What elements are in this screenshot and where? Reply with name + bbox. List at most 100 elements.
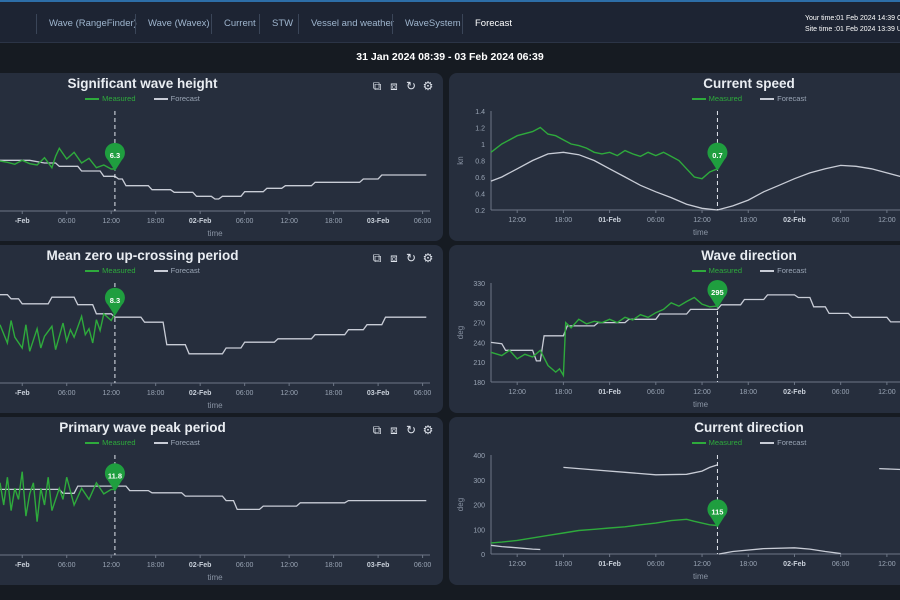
panel-wave-direction: 180 210 240 270 300 330 deg 12:00 18:00 01-Feb 06:… — [449, 245, 900, 413]
settings-icon[interactable]: ⚙ — [422, 79, 434, 93]
legend-measured[interactable]: Measured — [691, 438, 743, 447]
x-tick-label: 18:00 — [555, 217, 573, 224]
x-axis-label: time — [207, 573, 223, 582]
legend-forecast[interactable]: Forecast — [153, 266, 200, 275]
zoom-icon[interactable]: ⧉ — [372, 79, 382, 93]
x-tick-label: 12:00 — [878, 561, 896, 568]
forecast-series-line — [0, 159, 427, 200]
x-tick-label: 12:00 — [102, 218, 120, 225]
legend-measured-label: Measured — [102, 94, 136, 103]
legend-measured[interactable]: Measured — [85, 438, 136, 447]
zoom-icon[interactable]: ⧉ — [372, 251, 382, 265]
x-tick-label: 06:00 — [647, 217, 665, 224]
x-tick-label: 06:00 — [58, 390, 76, 397]
zoom-reset-icon[interactable]: ⧈ — [390, 251, 398, 265]
legend-measured-label: Measured — [708, 266, 743, 275]
legend-measured[interactable]: Measured — [691, 94, 742, 103]
legend-forecast-label: Forecast — [170, 94, 200, 103]
legend-measured-label: Measured — [102, 438, 136, 447]
refresh-icon[interactable]: ↻ — [405, 423, 417, 437]
legend-forecast[interactable]: Forecast — [760, 94, 806, 103]
latest-value-marker — [707, 499, 728, 528]
refresh-icon[interactable]: ↻ — [405, 251, 417, 265]
tab-wave-rangefinder[interactable]: Wave (RangeFinder) — [36, 14, 137, 34]
chart-legend: Measured Forecast — [0, 94, 295, 103]
latest-value-marker — [707, 142, 728, 171]
settings-icon[interactable]: ⚙ — [422, 251, 434, 265]
y-tick-label: 0.6 — [475, 175, 485, 182]
measured-series-line — [0, 471, 115, 522]
x-tick-label: 06:00 — [58, 562, 76, 569]
legend-measured-label: Measured — [708, 438, 743, 447]
legend-measured[interactable]: Measured — [85, 94, 136, 103]
x-tick-label: 18:00 — [325, 562, 343, 569]
zoom-reset-icon[interactable]: ⧈ — [390, 423, 398, 437]
x-axis-label: time — [693, 572, 709, 581]
x-tick-label: 18:00 — [739, 217, 757, 224]
x-tick-label: 06:00 — [647, 561, 665, 568]
x-tick-label: 18:00 — [555, 561, 573, 568]
y-tick-label: 100 — [473, 527, 485, 534]
chart-toolbox: ⧉ ⧈ ↻ ⚙ — [370, 251, 435, 265]
x-tick-label: 02-Feb — [783, 561, 806, 568]
x-tick-label: 12:00 — [280, 562, 298, 569]
x-tick-label: 01-Feb — [598, 217, 621, 224]
x-axis-label: time — [207, 229, 223, 238]
legend-measured[interactable]: Measured — [85, 266, 136, 275]
x-tick-label: 06:00 — [236, 390, 254, 397]
x-tick-label: 03-Feb — [367, 218, 390, 225]
latest-value-marker — [104, 463, 125, 492]
chart-legend: Measured Forecast — [0, 438, 295, 447]
legend-forecast[interactable]: Forecast — [153, 438, 200, 447]
x-tick-label: 18:00 — [555, 389, 573, 396]
tab-vessel-and-weather[interactable]: Vessel and weather — [298, 14, 394, 34]
latest-value-label: 0.7 — [712, 151, 722, 160]
chart-primary-wave-peak-period: -Feb 06:00 12:00 18:00 02-Feb 06:00 12:00 18:00… — [0, 455, 431, 582]
tab-current[interactable]: Current — [211, 14, 256, 34]
y-tick-label: 400 — [473, 453, 485, 460]
x-tick-label: 02-Feb — [189, 562, 212, 569]
legend-forecast[interactable]: Forecast — [760, 438, 806, 447]
zoom-reset-icon[interactable]: ⧈ — [390, 79, 398, 93]
measured-series-line — [490, 296, 718, 378]
x-tick-label: 03-Feb — [367, 562, 390, 569]
x-tick-label: 03-Feb — [367, 390, 390, 397]
tab-forecast[interactable]: Forecast — [462, 14, 512, 34]
measured-series-line — [490, 518, 718, 544]
y-axis-label: deg — [456, 326, 465, 339]
x-tick-label: -Feb — [15, 218, 30, 225]
legend-forecast-label: Forecast — [777, 438, 807, 447]
y-tick-label: 240 — [473, 340, 485, 347]
measured-series-line — [490, 126, 718, 180]
chart-title: Primary wave peak period — [59, 420, 226, 435]
latest-value-marker — [104, 287, 125, 316]
x-tick-label: 12:00 — [508, 561, 526, 568]
chart-title: Current direction — [694, 420, 804, 435]
legend-forecast-label: Forecast — [777, 266, 807, 275]
panel-primary-wave-peak-period: -Feb 06:00 12:00 18:00 02-Feb 06:00 12:00 18:00… — [0, 417, 443, 585]
chart-title: Wave direction — [701, 248, 797, 263]
x-tick-label: 12:00 — [693, 217, 711, 224]
zoom-icon[interactable]: ⧉ — [372, 423, 382, 437]
settings-icon[interactable]: ⚙ — [422, 423, 434, 437]
forecast-series-line — [490, 464, 900, 555]
y-tick-label: 0.8 — [475, 159, 485, 166]
tab-wavesystem[interactable]: WaveSystem — [392, 14, 461, 34]
your-time: Your time:01 Feb 2024 14:39 C — [805, 15, 900, 22]
x-tick-label: 12:00 — [878, 217, 896, 224]
chart-mean-zero-up-crossing-period: -Feb 06:00 12:00 18:00 02-Feb 06:00 12:00 18:00… — [0, 283, 431, 410]
tab-stw[interactable]: STW — [259, 14, 293, 34]
legend-forecast[interactable]: Forecast — [760, 266, 806, 275]
y-tick-label: 270 — [473, 321, 485, 328]
legend-forecast[interactable]: Forecast — [153, 94, 200, 103]
latest-value-label: 8.3 — [110, 296, 120, 305]
legend-measured[interactable]: Measured — [691, 266, 743, 275]
latest-value-label: 11.8 — [108, 471, 122, 480]
tab-wave-wavex[interactable]: Wave (Wavex) — [135, 14, 210, 34]
measured-series-line — [0, 146, 115, 170]
x-tick-label: 12:00 — [102, 390, 120, 397]
x-tick-label: 12:00 — [280, 218, 298, 225]
x-tick-label: 01-Feb — [598, 561, 621, 568]
y-axis-label: kn — [456, 156, 465, 164]
refresh-icon[interactable]: ↻ — [405, 79, 417, 93]
